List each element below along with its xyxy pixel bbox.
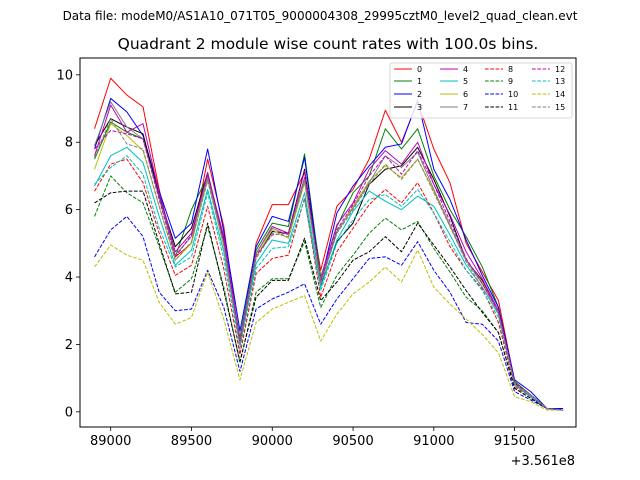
x-tick-label: 89000 — [90, 434, 131, 449]
y-tick-label: 0 — [65, 405, 73, 420]
legend-label-7: 7 — [463, 103, 468, 112]
data-file-subtitle: Data file: modeM0/AS1A10_071T05_90000043… — [63, 9, 578, 23]
y-tick-label: 6 — [65, 203, 73, 218]
x-axis: 89000 89500 90000 90500 91000 91500 — [90, 427, 535, 449]
legend-label-3: 3 — [417, 103, 422, 112]
legend-label-5: 5 — [463, 77, 468, 86]
series-line-12 — [94, 129, 564, 411]
y-axis: 0 2 4 6 8 10 — [56, 68, 80, 420]
x-tick-label: 91500 — [494, 434, 535, 449]
legend-label-1: 1 — [417, 77, 422, 86]
axes-frame — [79, 57, 577, 428]
legend-label-9: 9 — [508, 77, 513, 86]
series-line-11 — [94, 190, 564, 411]
legend-label-14: 14 — [555, 90, 565, 99]
y-tick-label: 10 — [56, 68, 73, 83]
x-tick-label: 89500 — [171, 434, 212, 449]
chart-title: Quadrant 2 module wise count rates with … — [118, 35, 539, 53]
y-tick-label: 8 — [65, 136, 73, 151]
legend-label-6: 6 — [463, 90, 468, 99]
legend-label-4: 4 — [463, 65, 468, 74]
legend-label-12: 12 — [555, 65, 565, 74]
series-line-14 — [94, 244, 564, 411]
legend-label-10: 10 — [508, 90, 518, 99]
legend-box — [389, 62, 573, 119]
x-axis-offset: +3.561e8 — [511, 454, 575, 469]
legend-label-15: 15 — [555, 103, 565, 112]
series-line-13 — [94, 155, 564, 411]
series-line-10 — [94, 215, 564, 411]
series-line-2 — [94, 97, 564, 409]
y-tick-label: 2 — [65, 338, 73, 353]
legend-label-0: 0 — [417, 65, 422, 74]
series-line-7 — [94, 101, 564, 411]
series-line-15 — [94, 118, 564, 411]
legend-label-2: 2 — [417, 90, 422, 99]
x-tick-label: 90000 — [252, 434, 293, 449]
x-tick-label: 91000 — [413, 434, 454, 449]
legend-label-11: 11 — [508, 103, 518, 112]
series-layer — [94, 77, 564, 411]
x-tick-label: 90500 — [332, 434, 373, 449]
series-line-4 — [94, 104, 564, 411]
plot-area — [79, 57, 577, 428]
legend-label-13: 13 — [555, 77, 565, 86]
y-tick-label: 4 — [65, 271, 73, 286]
legend-label-8: 8 — [508, 65, 513, 74]
